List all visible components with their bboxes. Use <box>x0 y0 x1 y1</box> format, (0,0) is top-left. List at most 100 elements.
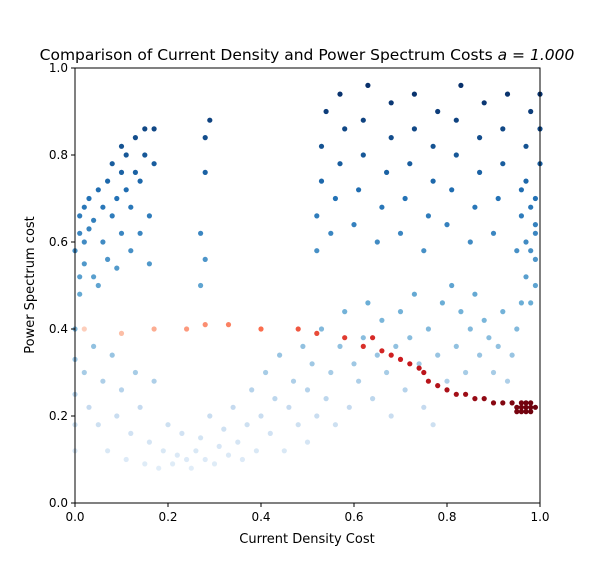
data-point <box>439 300 445 306</box>
data-point <box>77 213 83 219</box>
data-point <box>360 335 366 341</box>
data-point <box>221 426 227 432</box>
data-point <box>528 409 534 415</box>
data-point <box>328 369 334 376</box>
data-point <box>514 409 520 415</box>
data-point <box>523 404 529 410</box>
data-point <box>393 343 399 349</box>
data-point <box>444 378 450 384</box>
data-point <box>504 91 511 97</box>
x-tick-label: 0.0 <box>65 510 84 524</box>
data-point <box>504 378 511 384</box>
data-point <box>332 422 338 428</box>
data-point <box>532 230 539 236</box>
data-point <box>151 326 157 332</box>
data-point <box>304 387 311 393</box>
data-point <box>528 400 534 406</box>
data-point <box>490 400 497 406</box>
data-point <box>272 396 278 402</box>
data-point <box>137 404 143 410</box>
data-point <box>156 465 162 471</box>
data-point <box>277 352 283 358</box>
data-point <box>346 404 352 410</box>
data-point <box>481 100 487 106</box>
data-point <box>481 396 487 402</box>
data-point <box>225 452 232 458</box>
data-point <box>514 248 520 254</box>
data-point <box>435 383 441 389</box>
data-point <box>300 343 306 349</box>
data-point <box>518 400 525 406</box>
data-point <box>528 204 534 210</box>
data-point <box>351 361 357 367</box>
data-point <box>490 230 497 236</box>
data-point <box>467 239 473 245</box>
data-point <box>416 365 422 371</box>
data-point <box>425 326 431 332</box>
data-point <box>500 126 506 132</box>
data-point <box>286 404 292 410</box>
data-point <box>523 274 529 280</box>
data-point <box>463 369 469 376</box>
data-point <box>95 422 101 428</box>
data-point <box>323 108 329 115</box>
data-point <box>430 178 436 184</box>
data-point <box>174 452 180 458</box>
data-point <box>370 396 376 402</box>
data-point <box>477 352 483 358</box>
data-point <box>114 265 120 271</box>
data-point <box>151 161 157 167</box>
data-point <box>318 143 325 149</box>
data-point <box>453 343 459 349</box>
data-point <box>77 291 83 297</box>
data-point <box>458 309 464 315</box>
data-point <box>337 161 343 167</box>
data-point <box>402 387 408 393</box>
data-point <box>263 369 269 376</box>
data-point <box>518 300 525 306</box>
data-point <box>151 126 157 132</box>
data-point <box>421 404 427 410</box>
data-point <box>453 152 459 158</box>
data-point <box>388 135 394 141</box>
data-point <box>337 91 343 97</box>
data-point <box>472 396 478 402</box>
data-point <box>105 448 111 454</box>
data-point <box>142 152 148 158</box>
data-point <box>425 213 431 219</box>
data-point <box>146 213 152 219</box>
data-point <box>193 448 199 454</box>
data-point <box>402 195 408 202</box>
data-point <box>532 282 539 289</box>
data-point <box>309 361 315 367</box>
data-point <box>123 187 129 193</box>
data-point <box>105 256 111 262</box>
data-point <box>225 322 232 328</box>
data-point <box>118 230 125 236</box>
y-tick-label: 0.2 <box>49 409 68 423</box>
data-point <box>360 152 366 158</box>
data-point <box>123 152 129 158</box>
data-point <box>500 309 506 315</box>
data-point <box>151 378 157 384</box>
data-point <box>416 361 422 367</box>
data-point <box>128 204 134 210</box>
data-point <box>435 352 441 358</box>
y-tick-label: 0.4 <box>49 322 68 336</box>
data-point <box>490 369 497 376</box>
data-point <box>77 230 83 236</box>
data-point <box>109 352 115 358</box>
data-point <box>407 335 413 341</box>
data-point <box>518 213 525 219</box>
data-point <box>532 404 539 410</box>
data-point <box>360 117 366 123</box>
data-point <box>518 187 525 193</box>
data-point <box>81 261 87 267</box>
data-point <box>528 404 534 410</box>
data-point <box>486 335 492 341</box>
data-point <box>100 239 106 245</box>
data-point <box>146 439 152 445</box>
data-point <box>360 343 366 349</box>
data-point <box>146 261 152 267</box>
